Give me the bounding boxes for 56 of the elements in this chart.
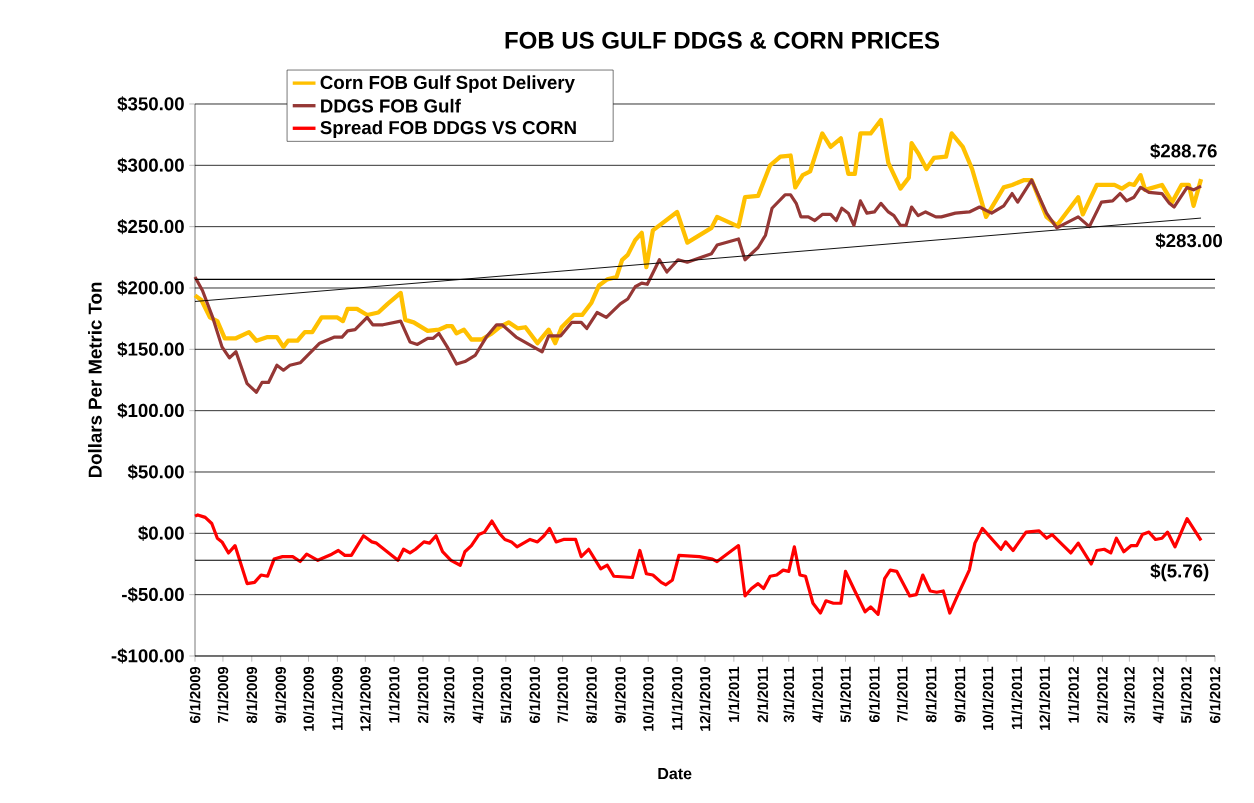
y-tick-label: $350.00 xyxy=(117,96,184,112)
x-tick-label: 4/1/2011 xyxy=(812,666,824,723)
x-tick-label: 3/1/2012 xyxy=(1123,666,1135,724)
y-tick-label: -$100.00 xyxy=(111,648,184,664)
x-tick-label: 7/1/2010 xyxy=(557,667,569,723)
x-tick-label: 4/1/2012 xyxy=(1152,666,1164,724)
x-tick-label: 5/1/2012 xyxy=(1180,666,1192,724)
x-tick-label: 7/1/2009 xyxy=(217,666,229,723)
x-tick-label: 8/1/2009 xyxy=(246,666,258,724)
y-tick-label: $300.00 xyxy=(117,157,184,173)
x-tick-label: 12/1/2011 xyxy=(1039,666,1051,730)
x-tick-label: 8/1/2010 xyxy=(586,667,597,724)
x-tick-label: 10/1/2010 xyxy=(642,667,654,731)
legend-label: Spread FOB DDGS VS CORN xyxy=(320,120,576,138)
y-tick-label: $50.00 xyxy=(127,464,184,480)
x-tick-label: 5/1/2010 xyxy=(500,667,512,724)
x-tick-label: 5/1/2011 xyxy=(840,666,851,723)
y-tick-label: $100.00 xyxy=(117,403,184,419)
x-tick-label: 2/1/2010 xyxy=(417,667,429,723)
annotation: $283.00 xyxy=(1155,233,1222,249)
x-tick-label: 2/1/2012 xyxy=(1096,666,1108,723)
x-axis-title: Date xyxy=(658,768,692,780)
y-tick-label: $200.00 xyxy=(117,280,184,296)
x-tick-label: 12/1/2010 xyxy=(699,667,711,731)
y-tick-label: $0.00 xyxy=(138,525,184,541)
x-tick-label: 8/1/2011 xyxy=(925,666,937,723)
x-tick-label: 1/1/2011 xyxy=(728,666,740,722)
x-tick-label: 7/1/2011 xyxy=(896,666,908,723)
x-tick-label: 3/1/2010 xyxy=(443,667,455,724)
x-tick-label: 6/1/2010 xyxy=(529,667,541,723)
x-tick-label: 6/1/2012 xyxy=(1209,666,1221,723)
x-tick-label: 12/1/2009 xyxy=(359,666,371,731)
chart-title: FOB US GULF DDGS & CORN PRICES xyxy=(505,31,940,49)
x-tick-label: 9/1/2011 xyxy=(954,666,966,723)
x-tick-label: 10/1/2009 xyxy=(303,666,315,731)
x-tick-label: 9/1/2010 xyxy=(614,667,626,723)
x-tick-label: 10/1/2011 xyxy=(982,666,994,730)
y-tick-label: $250.00 xyxy=(117,219,184,235)
y-axis-title: Dollars Per Metric Ton xyxy=(88,282,102,478)
annotation: $288.76 xyxy=(1150,143,1217,159)
legend-label: DDGS FOB Gulf xyxy=(321,98,461,113)
annotation: $(5.76) xyxy=(1150,563,1209,582)
x-tick-label: 6/1/2011 xyxy=(868,666,880,723)
x-tick-label: 11/1/2009 xyxy=(331,666,343,730)
x-tick-label: 1/1/2012 xyxy=(1068,666,1079,723)
x-tick-label: 6/1/2009 xyxy=(189,666,201,723)
x-tick-label: 9/1/2009 xyxy=(275,666,287,723)
x-tick-label: 1/1/2010 xyxy=(388,667,400,723)
x-tick-label: 2/1/2011 xyxy=(757,666,769,723)
y-tick-label: $150.00 xyxy=(117,341,184,357)
x-tick-label: 11/1/2010 xyxy=(671,667,683,730)
legend-label: Corn FOB Gulf Spot Delivery xyxy=(320,75,575,93)
x-tick-label: 4/1/2010 xyxy=(472,667,484,724)
x-tick-label: 11/1/2011 xyxy=(1011,666,1023,730)
x-tick-label: 3/1/2011 xyxy=(783,666,795,723)
y-tick-label: -$50.00 xyxy=(122,587,184,603)
